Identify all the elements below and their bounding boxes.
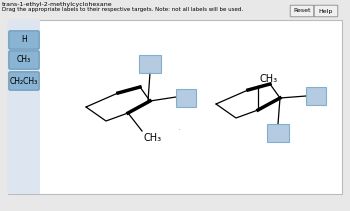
Text: CH₃: CH₃ [260,74,278,84]
Text: CH₂CH₃: CH₂CH₃ [10,77,38,85]
Text: CH₃: CH₃ [17,55,31,65]
Bar [8,20,40,194]
FancyBboxPatch shape [314,5,338,17]
Bar [176,89,196,107]
Bar [267,124,289,142]
FancyBboxPatch shape [9,72,39,90]
FancyBboxPatch shape [290,5,314,17]
Text: H: H [21,35,27,45]
FancyBboxPatch shape [9,51,39,69]
FancyBboxPatch shape [9,31,39,49]
Text: Reset: Reset [293,8,311,14]
Bar [139,55,161,73]
Text: CH₃: CH₃ [143,133,161,143]
Text: ·: · [177,127,179,135]
Text: Drag the appropriate labels to their respective targets. Note: not all labels wi: Drag the appropriate labels to their res… [2,7,243,12]
Bar [306,87,326,105]
Text: trans-1-ethyl-2-methylcyclohexane: trans-1-ethyl-2-methylcyclohexane [2,2,113,7]
Bar [8,20,342,194]
Text: Help: Help [319,8,333,14]
